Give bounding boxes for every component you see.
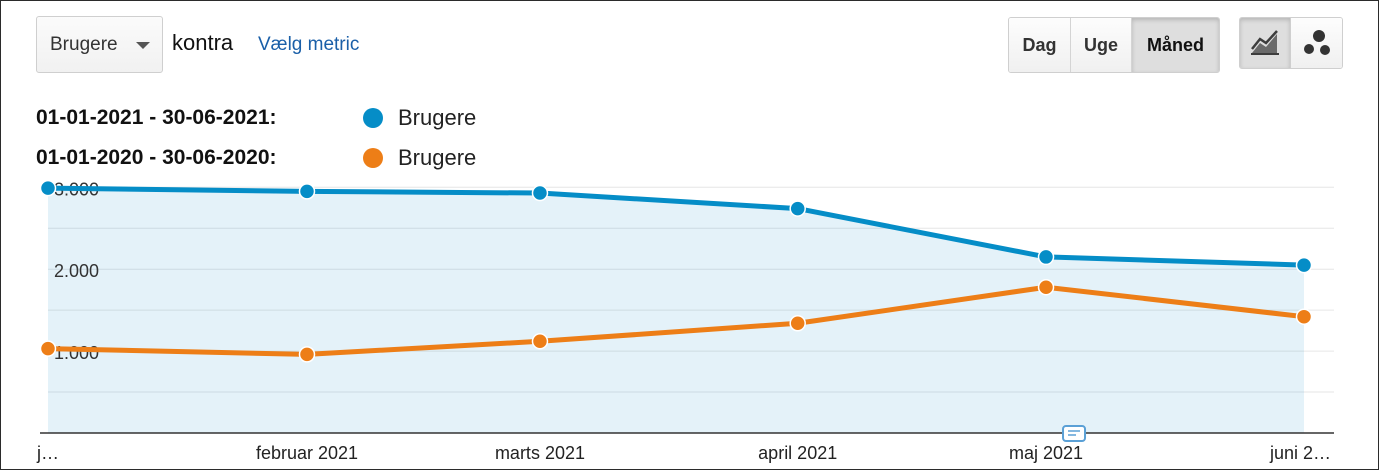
day-button[interactable]: Dag <box>1009 18 1071 72</box>
legend-range: 01-01-2021 - 30-06-2021: <box>36 106 277 129</box>
area-current <box>48 188 1304 433</box>
series-previous-point <box>298 346 316 363</box>
series-previous-point <box>1037 278 1055 296</box>
choose-metric-link[interactable]: Vælg metric <box>258 34 360 55</box>
series-previous-line <box>47 284 1305 357</box>
series-current-point <box>298 183 316 200</box>
chevron-down-icon <box>136 42 150 49</box>
series-previous-point <box>789 315 806 332</box>
series-current-point <box>1037 248 1055 266</box>
line-chart-button[interactable] <box>1240 18 1291 68</box>
series-current-point <box>531 184 549 202</box>
series-previous-point <box>1295 308 1313 325</box>
week-button[interactable]: Uge <box>1071 18 1132 72</box>
legend-series-name: Brugere <box>398 145 477 170</box>
y-tick-label: 2.000 <box>54 261 99 281</box>
series-current-point <box>39 179 57 197</box>
x-tick-label: februar 2021 <box>256 443 358 463</box>
legend-row-previous: 01-01-2020 - 30-06-2020: Brugere <box>36 144 476 172</box>
motion-chart-button[interactable] <box>1291 18 1342 68</box>
x-tick-label: j… <box>36 443 59 463</box>
legend-dot-orange <box>363 148 383 168</box>
legend-dot-blue <box>363 108 383 128</box>
x-tick-label: marts 2021 <box>495 443 585 463</box>
motion-chart-icon <box>1303 30 1330 55</box>
chart-view-toggle <box>1239 17 1343 69</box>
compare-label: kontra <box>172 30 234 55</box>
y-tick-label: 1.000 <box>54 343 99 363</box>
series-previous-point <box>39 340 57 357</box>
x-tick-label: april 2021 <box>758 443 837 463</box>
x-tick-label: juni 2… <box>1269 443 1331 463</box>
legend-row-current: 01-01-2021 - 30-06-2021: Brugere <box>36 104 476 132</box>
metric-dropdown[interactable]: Brugere <box>36 16 163 73</box>
legend-series-name: Brugere <box>398 105 477 130</box>
series-current-line <box>47 185 1305 268</box>
line-chart-icon <box>1251 30 1279 55</box>
legend-range: 01-01-2020 - 30-06-2020: <box>36 146 277 169</box>
month-button[interactable]: Måned <box>1132 18 1219 72</box>
series-previous-point <box>531 333 549 350</box>
granularity-toggle: Dag Uge Måned <box>1008 17 1220 73</box>
series-current-point <box>789 200 806 217</box>
x-tick-label: maj 2021 <box>1009 443 1083 463</box>
series-current-point <box>1295 256 1313 274</box>
annotation-icon <box>1062 425 1087 442</box>
metric-dropdown-label: Brugere <box>50 33 118 55</box>
